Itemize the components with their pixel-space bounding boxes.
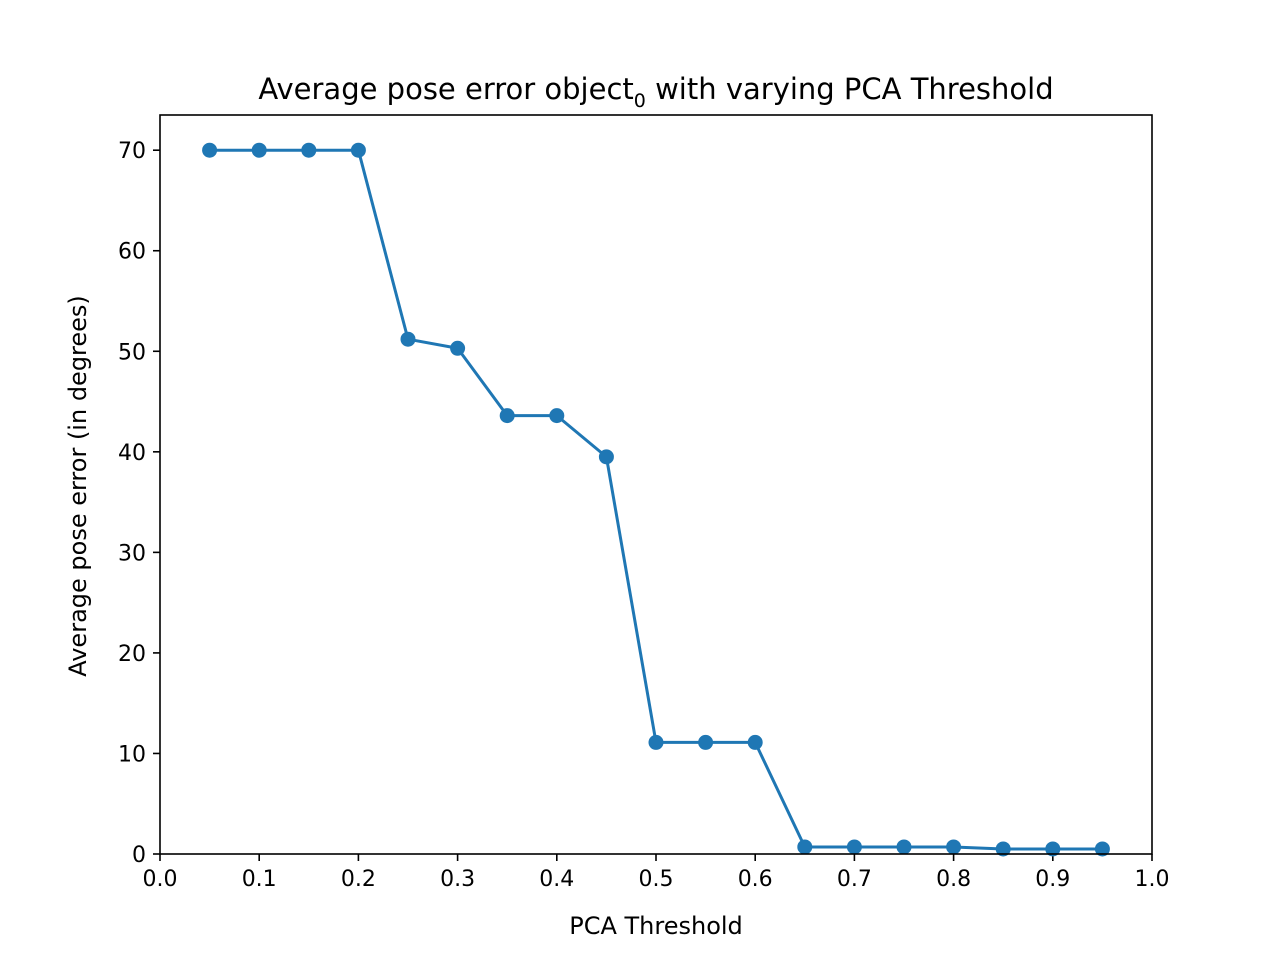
- series-markers: [202, 142, 1110, 857]
- x-axis-label: PCA Threshold: [569, 912, 743, 940]
- data-point: [846, 839, 862, 855]
- data-point: [450, 340, 466, 356]
- data-point: [499, 408, 515, 424]
- data-point: [698, 734, 714, 750]
- x-tick-label: 0.9: [1035, 867, 1070, 892]
- x-tick-label: 0.3: [440, 867, 475, 892]
- y-tick-label: 50: [118, 340, 146, 365]
- x-tick-label: 0.0: [143, 867, 178, 892]
- chart-title: Average pose error object0 with varying …: [258, 72, 1053, 112]
- plot-area-frame: [159, 114, 1153, 855]
- x-axis-ticks: 0.0 0.1 0.2 0.3 0.4 0.5 0.6 0.7 0.8 0.9 1.0: [143, 854, 1170, 892]
- x-tick-label: 0.7: [837, 867, 872, 892]
- y-tick-label: 20: [118, 642, 146, 667]
- y-tick-label: 10: [118, 742, 146, 767]
- data-point: [946, 839, 962, 855]
- data-point: [202, 142, 218, 158]
- x-tick-label: 0.4: [539, 867, 574, 892]
- y-tick-label: 60: [118, 240, 146, 265]
- data-point: [598, 449, 614, 465]
- x-tick-label: 0.1: [242, 867, 277, 892]
- x-tick-label: 0.6: [738, 867, 773, 892]
- data-point: [301, 142, 317, 158]
- data-point: [1045, 841, 1061, 857]
- data-point: [1094, 841, 1110, 857]
- data-point: [549, 408, 565, 424]
- x-tick-label: 0.5: [639, 867, 674, 892]
- y-tick-label: 40: [118, 441, 146, 466]
- data-point: [995, 841, 1011, 857]
- data-point: [896, 839, 912, 855]
- data-point: [251, 142, 267, 158]
- x-tick-label: 1.0: [1135, 867, 1170, 892]
- y-tick-label: 70: [118, 139, 146, 164]
- data-point: [648, 734, 664, 750]
- y-axis-label: Average pose error (in degrees): [64, 295, 92, 677]
- data-point: [797, 839, 813, 855]
- data-point: [350, 142, 366, 158]
- data-point: [747, 734, 763, 750]
- data-point: [400, 331, 416, 347]
- x-tick-label: 0.8: [936, 867, 971, 892]
- x-tick-label: 0.2: [341, 867, 376, 892]
- y-tick-label: 30: [118, 541, 146, 566]
- y-axis-ticks: 0 10 20 30 40 50 60 70: [118, 139, 160, 868]
- y-tick-label: 0: [132, 843, 146, 868]
